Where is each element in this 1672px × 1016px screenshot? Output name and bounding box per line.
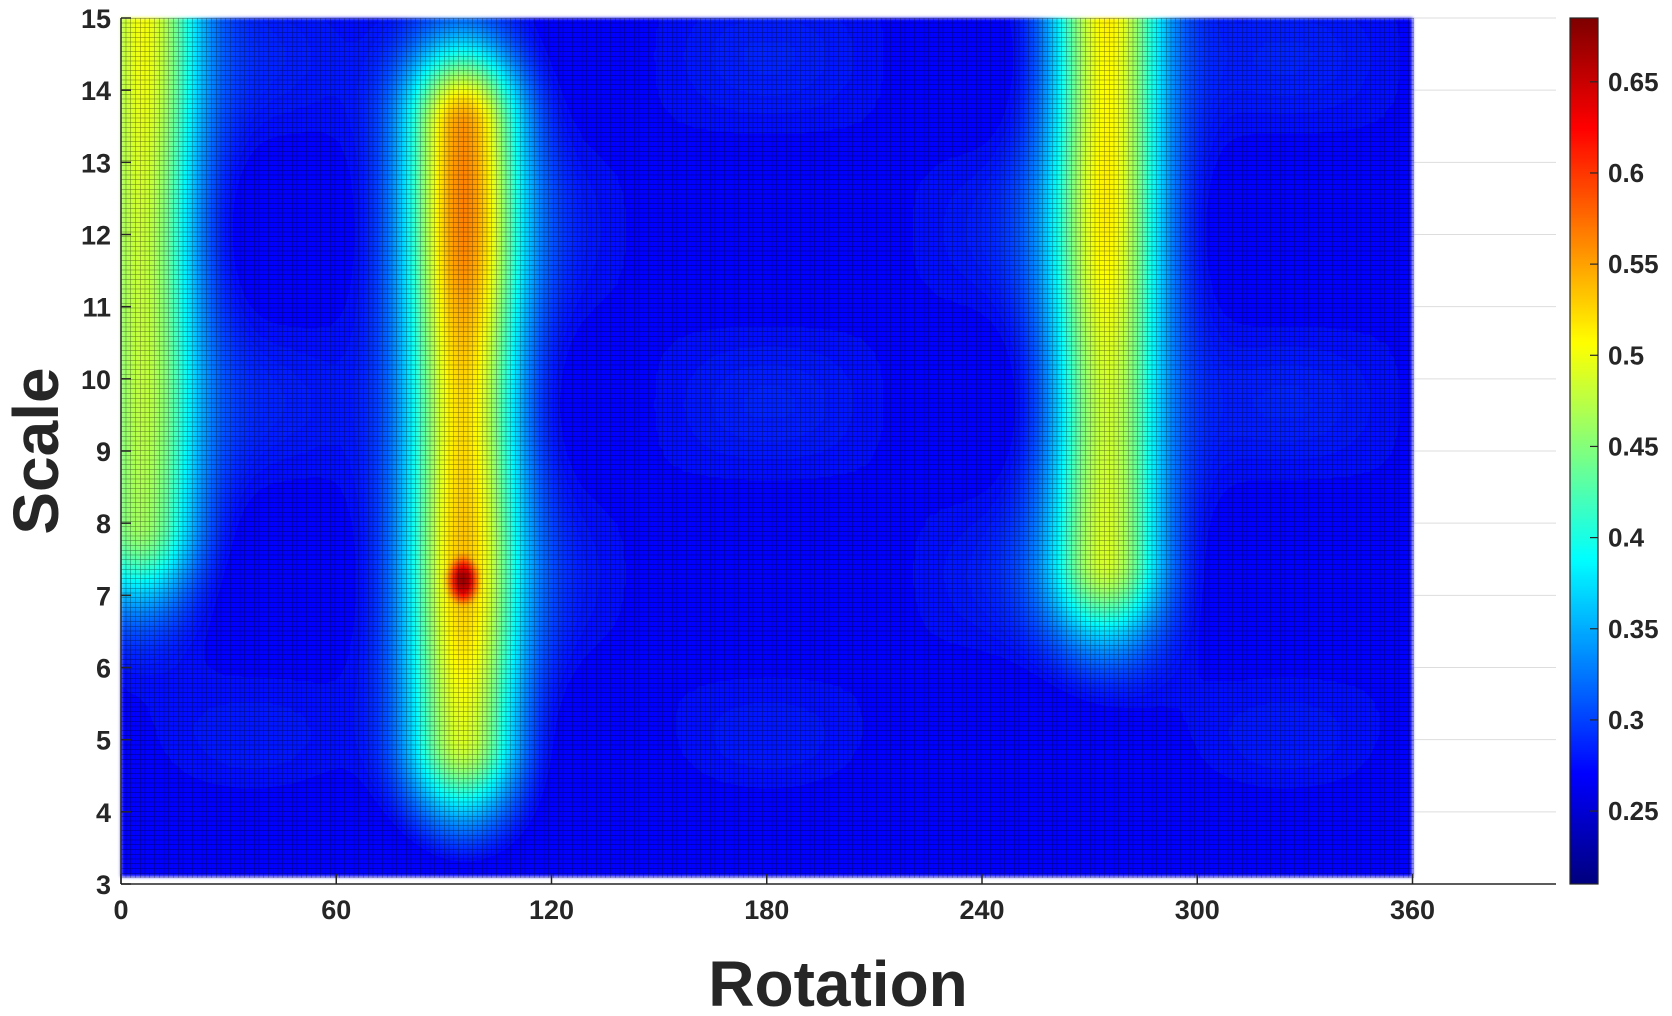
x-tick-label: 240 xyxy=(959,895,1004,925)
y-tick-label: 6 xyxy=(96,654,111,684)
x-tick-label: 300 xyxy=(1175,895,1220,925)
colorbar-frame xyxy=(1569,17,1599,885)
y-ticks: 3 4 5 6 7 8 9 10 11 12 13 14 15 xyxy=(81,4,131,900)
x-axis-title: Rotation xyxy=(708,948,968,1016)
colorbar-tick-label: 0.55 xyxy=(1608,249,1659,279)
x-tick-label: 180 xyxy=(744,895,789,925)
heatmap-mesh xyxy=(121,18,1414,878)
y-tick-label: 14 xyxy=(81,76,111,106)
y-tick-label: 15 xyxy=(81,4,111,34)
y-tick-label: 10 xyxy=(81,365,111,395)
y-axis-title: Scale xyxy=(0,367,72,534)
y-tick-label: 13 xyxy=(81,148,111,178)
colorbar-tick-label: 0.65 xyxy=(1608,67,1659,97)
x-tick-label: 60 xyxy=(321,895,351,925)
y-tick-label: 12 xyxy=(81,221,111,251)
colorbar-gradient xyxy=(1570,18,1598,884)
y-tick-label: 8 xyxy=(96,509,111,539)
colorbar-tick-label: 0.3 xyxy=(1608,705,1644,735)
y-tick-label: 4 xyxy=(96,798,111,828)
colorbar-tick-label: 0.25 xyxy=(1608,796,1659,826)
y-tick-label: 3 xyxy=(96,870,111,900)
colorbar-tick-label: 0.6 xyxy=(1608,158,1644,188)
x-tick-label: 360 xyxy=(1390,895,1435,925)
x-tick-label: 0 xyxy=(113,895,128,925)
colorbar-tick-label: 0.45 xyxy=(1608,431,1659,461)
colorbar-tick-label: 0.35 xyxy=(1608,614,1659,644)
y-tick-label: 11 xyxy=(82,293,111,323)
colorbar-ticks: 0.25 0.3 0.35 0.4 0.45 0.5 0.55 0.6 0.65 xyxy=(1590,67,1659,826)
x-tick-label: 120 xyxy=(529,895,574,925)
x-ticks: 0 60 120 180 240 300 360 xyxy=(113,874,1435,925)
colorbar-tick-label: 0.4 xyxy=(1608,523,1645,553)
colorbar-tick-label: 0.5 xyxy=(1608,340,1644,370)
y-tick-label: 7 xyxy=(96,581,111,611)
y-tick-label: 9 xyxy=(96,437,111,467)
y-tick-label: 5 xyxy=(96,726,111,756)
